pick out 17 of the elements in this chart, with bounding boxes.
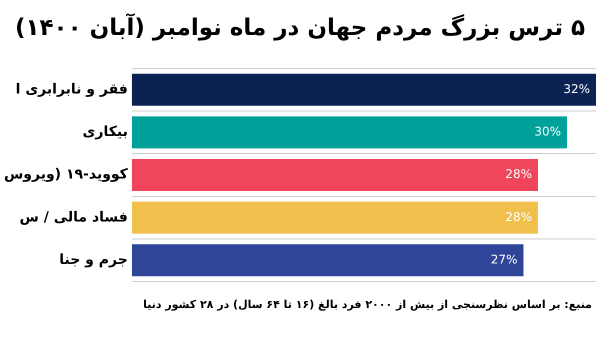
data-label: 28% [505,210,532,224]
bar [132,159,538,191]
text: منبع: بر اساس نظرسنجی از بیش از ۲۰۰۰ فرد بالغ (۱۶ تا ۶۴ سال) در ۲۸ کشور دنیا [142,297,593,311]
bar [132,202,538,234]
y-tick-label: جرم و جنا [59,252,128,268]
data-label: 32% [563,82,590,96]
data-label: 28% [505,167,532,182]
bar [132,244,524,276]
data-label: 27% [490,252,518,266]
bar [132,74,596,106]
y-tick-label: فقر و نابرابری ا [16,81,128,98]
data-label: 30% [534,124,561,138]
y-tick-label: بیکاری [82,124,128,140]
y-tick-label: کووید-۱۹ (ویروس [4,166,129,183]
bar [132,116,567,148]
y-tick-label: فساد مالی / س [20,209,128,226]
chart-title: ۵ ترس بزرگ مردم جهان در ماه نوامبر (آبان ۱۴۰۰) [14,12,586,43]
